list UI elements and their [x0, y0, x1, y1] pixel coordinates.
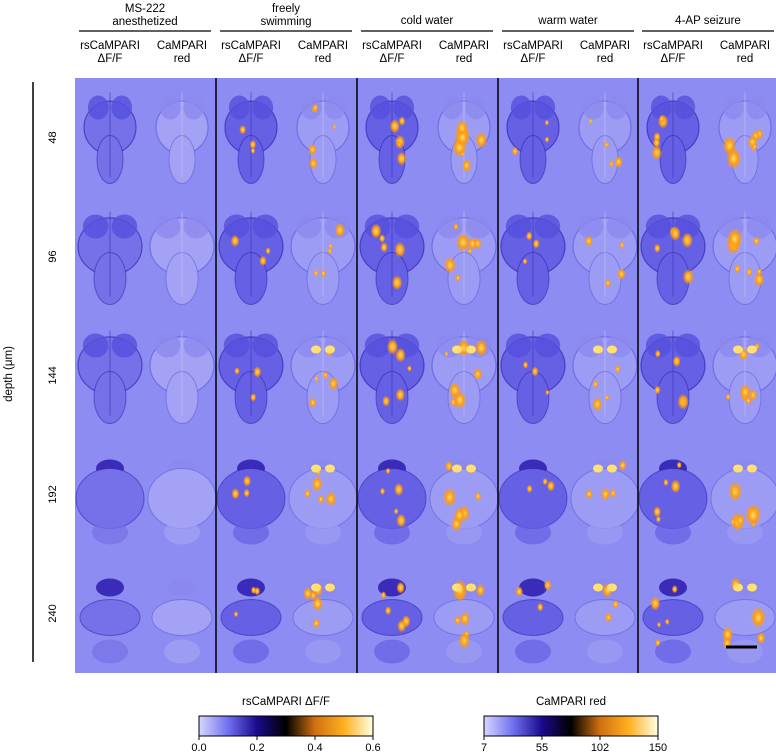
column-label: red [315, 53, 332, 65]
brain-image [296, 92, 350, 184]
brain-image [572, 330, 638, 424]
colorbar-tick: 102 [591, 742, 609, 753]
brain-image [429, 459, 499, 545]
brain-image [572, 211, 638, 305]
brain-image [290, 330, 356, 424]
brain-image [218, 211, 284, 305]
brain-image [290, 211, 356, 305]
column-label: CaMPARI [298, 40, 348, 52]
depth-tick: 192 [47, 485, 59, 503]
brain-image [216, 459, 286, 545]
brain-image [361, 578, 423, 664]
brain-image [712, 211, 776, 305]
colorbars: rsCaMPARI ΔF/F 0.0 0.2 0.4 0.6 CaMPARI red 7 55… [191, 696, 667, 753]
colorbar-tick: 0.6 [365, 742, 380, 753]
brain-image [500, 211, 566, 305]
colorbar [483, 715, 659, 737]
condition-title: freely [272, 3, 300, 15]
colorbar-tick: 150 [649, 742, 667, 753]
depth-axis-label: depth (μm) [3, 346, 15, 402]
column-label: CaMPARI [720, 40, 770, 52]
column-label: ΔF/F [239, 53, 264, 65]
brain-image [574, 578, 636, 664]
column-label: red [597, 53, 614, 65]
condition-headers: MS-222anesthetizedrsCaMPARIΔF/FCaMPARIre… [79, 3, 774, 65]
brain-image [155, 92, 209, 184]
column-label: red [737, 53, 754, 65]
brain-image [433, 578, 495, 664]
column-label: ΔF/F [661, 53, 686, 65]
brain-image [437, 92, 491, 184]
colorbar-tick: 0.2 [249, 742, 264, 753]
brain-image [640, 330, 706, 424]
brain-image [710, 459, 776, 545]
colorbar-title: CaMPARI red [536, 696, 606, 708]
column-label: red [174, 53, 191, 65]
brain-image [147, 459, 217, 545]
brain-image [638, 459, 708, 545]
column-label: CaMPARI [580, 40, 630, 52]
brain-image [431, 211, 497, 305]
brain-image [359, 211, 425, 305]
column-label: CaMPARI [157, 40, 207, 52]
brain-image [77, 330, 143, 424]
brain-image [500, 330, 566, 424]
colorbar-tick: 7 [481, 742, 487, 753]
brain-image [570, 459, 640, 545]
brain-image [431, 330, 497, 424]
brain-image [149, 211, 215, 305]
depth-tick-labels: 48 96 144 192 240 [47, 131, 59, 622]
colorbar-tick: 55 [536, 742, 548, 753]
brain-image [506, 92, 560, 184]
brain-image [83, 92, 137, 184]
brain-image [149, 330, 215, 424]
brain-image [502, 578, 564, 664]
brain-image [365, 92, 419, 184]
condition-title: cold water [401, 15, 454, 27]
brain-image [359, 330, 425, 424]
brain-image [224, 92, 278, 184]
brain-image [712, 330, 776, 424]
depth-tick: 144 [47, 366, 59, 384]
column-label: rsCaMPARI [80, 40, 140, 52]
brain-image [646, 92, 700, 184]
column-label: ΔF/F [380, 53, 405, 65]
condition-title: MS-222 [125, 3, 165, 15]
column-label: red [456, 53, 473, 65]
column-label: rsCaMPARI [503, 40, 563, 52]
brain-image [75, 459, 145, 545]
condition-title: warm water [537, 15, 598, 27]
column-label: rsCaMPARI [362, 40, 422, 52]
column-label: rsCaMPARI [221, 40, 281, 52]
column-label: ΔF/F [521, 53, 546, 65]
brain-image [640, 211, 706, 305]
column-label: rsCaMPARI [643, 40, 703, 52]
column-label: ΔF/F [98, 53, 123, 65]
brain-image [642, 578, 704, 664]
brain-image [578, 92, 632, 184]
brain-image [288, 459, 358, 545]
column-label: CaMPARI [439, 40, 489, 52]
condition-title: 4-AP seizure [675, 15, 741, 27]
condition-title: anesthetized [112, 16, 177, 28]
brain-images [75, 92, 776, 664]
depth-tick: 96 [47, 250, 59, 262]
brain-image [77, 211, 143, 305]
colorbar-title: rsCaMPARI ΔF/F [242, 696, 330, 708]
brain-image [151, 578, 213, 664]
brain-image [79, 578, 141, 664]
brain-image [218, 330, 284, 424]
brain-image [498, 459, 568, 545]
colorbar-tick: 0.4 [307, 742, 322, 753]
depth-tick: 48 [47, 131, 59, 143]
condition-title: swimming [260, 16, 311, 28]
colorbar [198, 715, 374, 737]
colorbar-tick: 0.0 [191, 742, 206, 753]
brain-image [718, 92, 772, 184]
brain-image [357, 459, 427, 545]
depth-tick: 240 [47, 604, 59, 622]
brain-image [220, 578, 282, 664]
brain-image [292, 578, 354, 664]
